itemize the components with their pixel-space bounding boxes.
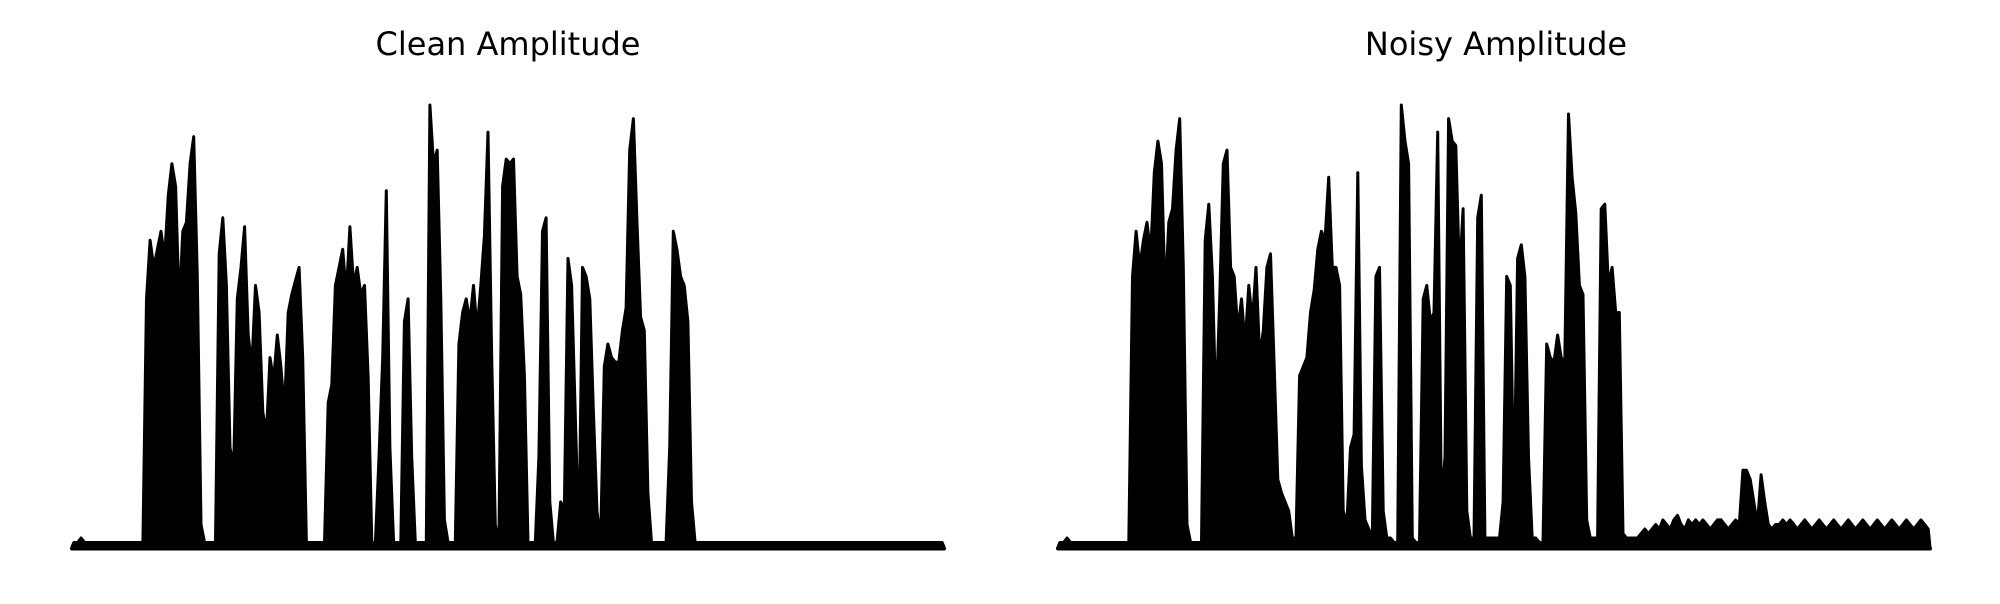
- noisy-amplitude-title: Noisy Amplitude: [1365, 25, 1627, 63]
- clean-amplitude-title: Clean Amplitude: [376, 25, 641, 63]
- noisy-amplitude-panel: Noisy Amplitude: [1056, 25, 1932, 551]
- noisy-amplitude-plot-area: [1056, 103, 1932, 551]
- clean-amplitude-plot-area: [70, 103, 946, 551]
- clean-amplitude-panel: Clean Amplitude: [70, 25, 946, 551]
